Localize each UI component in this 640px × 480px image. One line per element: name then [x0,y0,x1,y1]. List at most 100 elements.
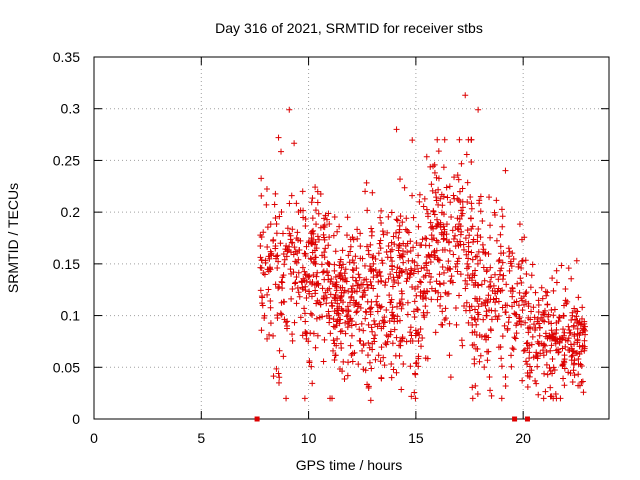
data-point [410,308,417,315]
data-point [428,296,435,303]
data-point [512,335,519,342]
data-point [342,319,349,326]
data-point [427,258,434,265]
data-point [535,391,542,398]
data-point [450,251,457,258]
data-point [291,319,298,326]
data-point [333,281,340,288]
data-point [399,301,406,308]
data-point [405,257,412,264]
data-point [344,214,351,221]
data-point [310,330,317,337]
data-point [307,310,314,317]
data-point [309,311,316,318]
data-point [559,345,566,352]
data-point [560,312,567,319]
data-point [302,328,309,335]
data-point [581,347,588,354]
data-point [306,290,313,297]
data-point [550,364,557,371]
data-point [496,257,503,264]
data-point [446,352,453,359]
data-point [552,330,559,337]
data-point [267,298,274,305]
data-point [312,184,319,191]
data-point [557,335,564,342]
data-point [472,345,479,352]
data-point [290,251,297,258]
data-point [574,337,581,344]
data-point [309,380,316,387]
data-point [428,285,435,292]
data-point [381,314,388,321]
data-point [346,320,353,327]
data-point [363,276,370,283]
data-point [516,289,523,296]
data-point [348,351,355,358]
data-point [549,275,556,282]
data-point [278,148,285,155]
data-point [480,316,487,323]
data-point [514,320,521,327]
data-point [433,194,440,201]
data-point [283,253,290,260]
data-point [377,358,384,365]
data-point [570,361,577,368]
data-point [374,308,381,315]
data-point [416,191,423,198]
data-point [579,329,586,336]
data-point [373,272,380,279]
data-point [289,337,296,344]
data-point [487,326,494,333]
data-point [521,293,528,300]
data-point [383,248,390,255]
data-point [369,254,376,261]
data-point [292,248,299,255]
data-point [325,210,332,217]
data-point [466,232,473,239]
data-point [314,332,321,339]
data-point [417,326,424,333]
data-point [300,275,307,282]
data-point [281,298,288,305]
data-point [301,310,308,317]
data-point [340,261,347,268]
data-point [437,219,444,226]
data-point [274,252,281,259]
data-point [296,247,303,254]
data-point [503,281,510,288]
data-point [336,262,343,269]
data-point [352,277,359,284]
data-point [495,344,502,351]
data-point [380,354,387,361]
data-point [468,200,475,207]
data-point [338,345,345,352]
data-point [505,245,512,252]
data-point [415,338,422,345]
data-point [389,304,396,311]
data-point [337,275,344,282]
data-point [533,349,540,356]
data-point [362,291,369,298]
data-point [318,261,325,268]
data-point [410,214,417,221]
data-point [393,369,400,376]
data-point [427,279,434,286]
data-point [302,216,309,223]
data-point [395,280,402,287]
data-point [448,273,455,280]
data-point [345,308,352,315]
data-point [511,310,518,317]
data-point [306,273,313,280]
data-point [471,341,478,348]
data-point [485,292,492,299]
data-point [474,315,481,322]
data-point [462,92,469,99]
data-point [355,271,362,278]
data-point [321,276,328,283]
data-point [540,395,547,402]
data-point [416,198,423,205]
data-point [434,256,441,263]
data-point [485,348,492,355]
data-point [340,299,347,306]
